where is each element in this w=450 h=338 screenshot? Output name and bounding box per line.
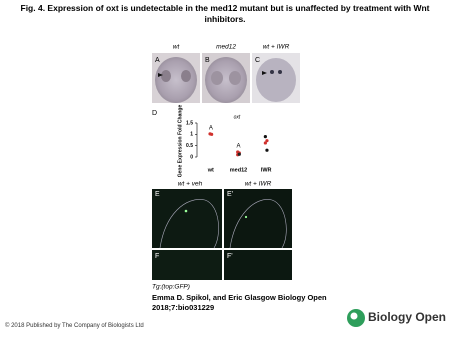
- x-tick-label: IWR: [261, 167, 272, 173]
- citation: Emma D. Spikol, and Eric Glasgow Biology…: [152, 293, 327, 312]
- image-a: [152, 53, 200, 103]
- panel-label: D: [152, 110, 157, 117]
- y-tick-label: 0: [190, 154, 193, 160]
- panel-header: med12: [216, 44, 236, 51]
- y-tick-label: 1.5: [186, 120, 193, 126]
- panel-header: wt + IWR: [263, 44, 290, 51]
- logo: Biology Open: [347, 309, 446, 327]
- image-e: [152, 189, 222, 249]
- dot: [265, 148, 269, 152]
- panel-label: F: [155, 253, 159, 260]
- dot: [263, 135, 267, 139]
- panel-header: wt + veh: [178, 181, 203, 188]
- caption: Tg:(top:GFP): [152, 284, 190, 291]
- x-tick-label: med12: [230, 167, 247, 173]
- y-tick-label: 1: [190, 132, 193, 138]
- image-c: [252, 53, 300, 103]
- panel-label: A: [155, 57, 160, 64]
- significance-letter: A: [209, 125, 213, 131]
- image-b: [202, 53, 250, 103]
- panel-label: B: [205, 57, 210, 64]
- panel-header: wt: [173, 44, 181, 51]
- x-tick-label: wt: [207, 167, 214, 173]
- dot: [236, 150, 240, 154]
- panel-label: C: [255, 57, 260, 64]
- significance-letter: A: [236, 144, 240, 150]
- panel-label: E: [155, 191, 160, 198]
- y-tick-label: 0.5: [186, 143, 193, 149]
- dot: [237, 152, 241, 156]
- panel-label: E': [227, 191, 233, 198]
- dot: [263, 141, 267, 145]
- figure-title: Fig. 4. Expression of oxt is undetectabl…: [20, 3, 430, 24]
- footer: © 2018 Published by The Company of Biolo…: [5, 323, 144, 329]
- logo-text: Biology Open: [368, 310, 446, 324]
- image-f-prime: [224, 250, 292, 280]
- chart-title: oxt: [234, 114, 241, 120]
- image-e-prime: [224, 189, 292, 249]
- panel-header: wt + IWR: [245, 181, 272, 188]
- panel-label: F': [227, 253, 233, 260]
- dot: [210, 132, 214, 136]
- dot: [265, 139, 269, 143]
- y-axis-label: Gene Expression Fold Change: [177, 105, 183, 178]
- image-f: [152, 250, 222, 280]
